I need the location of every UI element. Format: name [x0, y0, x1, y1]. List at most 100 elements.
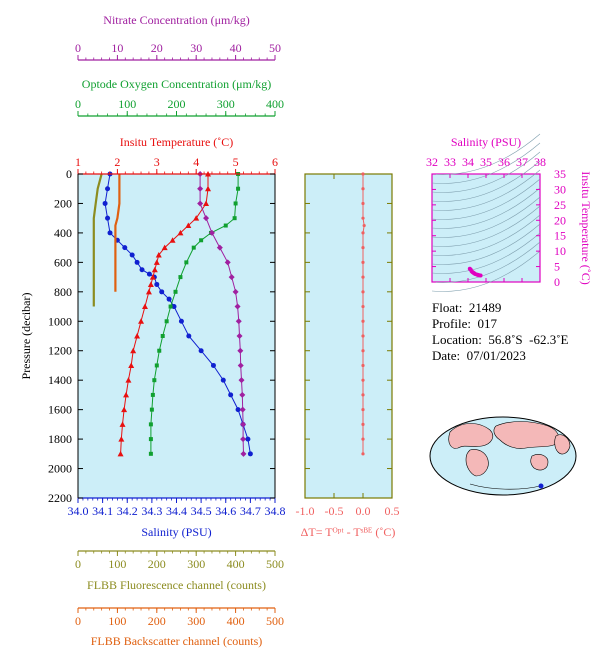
oxygen-point: [191, 245, 196, 250]
oxygen-point: [148, 451, 153, 456]
delta-t-tick-label: -1.0: [296, 504, 315, 518]
backscatter-line: [114, 174, 121, 292]
ts-x-tick-label: 32: [426, 155, 438, 169]
temperature-point: [185, 222, 192, 229]
fluorescence-tick-label: 300: [187, 557, 205, 571]
oxygen-tick-label: 100: [118, 97, 136, 111]
delta-t-point: [361, 452, 365, 456]
map-antarctica: [469, 483, 541, 490]
oxygen-point: [168, 304, 173, 309]
delta-t-point: [361, 231, 365, 235]
delta-t-point: [361, 422, 365, 426]
profile-number: Profile: 017: [432, 316, 497, 331]
nitrate-point: [234, 303, 241, 310]
delta-t-point: [361, 349, 365, 353]
delta-t-point: [361, 290, 365, 294]
salinity-point: [134, 259, 140, 265]
temperature-point: [119, 421, 126, 427]
temperature-point: [117, 450, 124, 457]
temperature-point: [145, 288, 152, 295]
salinity-point: [210, 362, 216, 368]
temperature-point: [149, 274, 156, 280]
ts-density-contour: [431, 187, 541, 229]
salinity-point: [107, 230, 113, 236]
nitrate-point: [224, 259, 231, 266]
nitrate-point: [197, 200, 204, 207]
temperature-point: [121, 406, 128, 413]
temperature-point: [205, 185, 212, 192]
salinity-tick-label: 34.6: [215, 504, 236, 518]
oxygen-point: [199, 238, 204, 243]
ts-x-tick-label: 36: [498, 155, 510, 169]
temperature-point: [128, 362, 135, 368]
nitrate-tick-label: 40: [230, 41, 242, 55]
float-id: Float: 21489: [432, 300, 502, 315]
map-landmass: [554, 434, 571, 455]
pressure-tick-label: 1400: [48, 373, 72, 387]
nitrate-point: [203, 215, 210, 222]
temperature-tick-label: 4: [193, 155, 199, 169]
salinity-tick-label: 34.7: [240, 504, 261, 518]
pressure-axis-label: Pressure (decibar): [19, 293, 33, 380]
salinity-tick-label: 34.1: [92, 504, 113, 518]
ts-y-tick-label: 5: [554, 260, 560, 274]
nitrate-point: [197, 185, 204, 192]
nitrate-tick-label: 30: [190, 41, 202, 55]
ts-y-tick-label: 0: [554, 275, 560, 289]
oxygen-point: [178, 275, 183, 280]
delta-t-axis-label: ΔT= Tᴼᵖᵗ - Tˢᴮᴱ (˚C): [301, 525, 396, 539]
salinity-point: [245, 436, 251, 442]
delta-t-point: [361, 201, 365, 206]
temperature-axis: 1 2 3 4 5 6 Insitu Temperature (˚C): [75, 135, 278, 175]
nitrate-tick-label: 0: [75, 41, 81, 55]
delta-t-point: [361, 246, 365, 250]
oxygen-point: [164, 319, 169, 324]
delta-t-point: [361, 319, 365, 323]
nitrate-point: [236, 333, 243, 339]
oxygen-axis: 0 100 200 300 400 Optode Oxygen Concentration…: [75, 77, 284, 117]
temperature-point: [203, 200, 210, 206]
salinity-point: [247, 451, 253, 457]
temperature-tick-label: 2: [114, 155, 120, 169]
float-location: Location: 56.8˚S -62.3˚E: [432, 332, 569, 347]
ts-density-contour: [431, 223, 541, 265]
nitrate-axis-label: Nitrate Concentration (μm/kg): [103, 13, 249, 27]
nitrate-tick-label: 50: [269, 41, 281, 55]
pressure-tick-label: 1800: [48, 432, 72, 446]
delta-t-point: [361, 378, 365, 382]
nitrate-point: [237, 347, 244, 354]
temperature-point: [155, 252, 162, 258]
oxygen-point: [223, 223, 228, 228]
ts-density-contour: [431, 205, 541, 247]
salinity-tick-label: 34.8: [265, 504, 286, 518]
ts-density-contour: [431, 169, 541, 211]
fluorescence-tick-label: 0: [75, 557, 81, 571]
delta-t-point: [361, 334, 365, 338]
pressure-tick-label: 1000: [48, 314, 72, 328]
salinity-point: [228, 392, 234, 398]
temperature-point: [130, 347, 137, 354]
ts-x-tick-label: 33: [444, 155, 456, 169]
oxygen-point: [154, 363, 159, 368]
pressure-tick-label: 800: [54, 285, 72, 299]
fluorescence-axis-label: FLBB Fluorescence channel (counts): [87, 578, 266, 592]
oxygen-point: [150, 392, 155, 397]
backscatter-tick-label: 0: [75, 614, 81, 628]
ts-density-contour: [431, 178, 541, 220]
delta-t-point: [361, 216, 365, 220]
map-landmass: [530, 454, 549, 471]
salinity-point: [198, 348, 204, 354]
salinity-point: [139, 267, 145, 273]
nitrate-tick-label: 10: [111, 41, 123, 55]
delta-t-tick-label: -0.5: [325, 504, 344, 518]
nitrate-point: [240, 436, 247, 443]
salinity-point: [102, 200, 108, 206]
oxygen-point: [184, 260, 189, 265]
salinity-point: [186, 333, 192, 339]
pressure-tick-label: 2000: [48, 462, 72, 476]
nitrate-point: [240, 421, 247, 428]
temperature-point: [177, 229, 184, 236]
